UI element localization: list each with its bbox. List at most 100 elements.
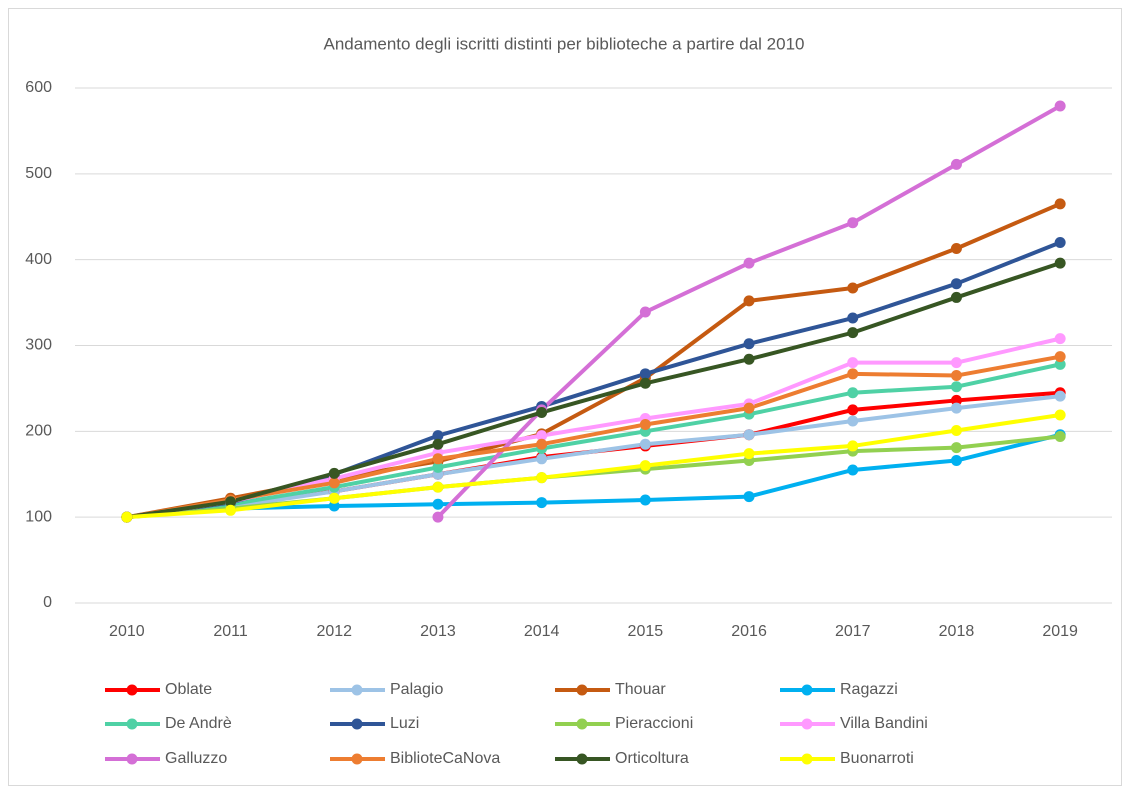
data-point — [639, 438, 651, 450]
series-line — [126, 261, 1061, 520]
legend-label: Oblate — [165, 681, 212, 698]
data-point — [950, 291, 962, 303]
legend-label: Pieraccioni — [615, 715, 693, 732]
data-point — [639, 368, 651, 380]
legend-label: Villa Bandini — [840, 715, 928, 732]
data-point — [950, 402, 962, 414]
legend-marker — [576, 753, 588, 765]
data-point — [743, 338, 755, 350]
data-point — [536, 406, 548, 418]
data-point — [536, 453, 548, 465]
y-tick-label: 600 — [25, 79, 52, 96]
legend-marker — [576, 684, 588, 696]
data-point — [225, 504, 237, 516]
x-tick-label: 2010 — [109, 623, 145, 640]
data-point — [847, 282, 859, 294]
x-tick-label: 2015 — [628, 623, 664, 640]
y-tick-label: 500 — [25, 165, 52, 182]
data-point — [743, 429, 755, 441]
data-point — [847, 387, 859, 399]
data-point — [639, 494, 651, 506]
data-point — [950, 381, 962, 393]
data-point — [1054, 409, 1066, 421]
x-tick-label: 2012 — [316, 623, 352, 640]
data-point — [1054, 390, 1066, 402]
y-tick-label: 100 — [25, 508, 52, 525]
x-tick-label: 2016 — [731, 623, 767, 640]
data-point — [847, 415, 859, 427]
data-point — [639, 460, 651, 472]
data-point — [743, 353, 755, 365]
data-point — [121, 511, 133, 523]
data-point — [536, 438, 548, 450]
legend-marker — [351, 718, 363, 730]
x-tick-label: 2018 — [939, 623, 975, 640]
data-point — [432, 511, 444, 523]
data-point — [432, 498, 444, 510]
data-point — [847, 440, 859, 452]
data-point — [536, 497, 548, 509]
data-point — [950, 158, 962, 170]
chart-title: Andamento degli iscritti distinti per bi… — [324, 34, 805, 53]
legend-label: Thouar — [615, 681, 666, 698]
data-point — [328, 492, 340, 504]
legend-label: Buonarroti — [840, 750, 914, 767]
data-point — [950, 394, 962, 406]
legend-marker — [801, 718, 813, 730]
legend-label: Luzi — [390, 715, 419, 732]
data-point — [950, 442, 962, 454]
legend-marker — [801, 753, 813, 765]
data-point — [743, 402, 755, 414]
series-line — [126, 362, 1061, 520]
x-tick-label: 2013 — [420, 623, 456, 640]
data-point — [847, 464, 859, 476]
series-line — [126, 394, 1061, 520]
legend-marker — [576, 718, 588, 730]
legend-label: Ragazzi — [840, 681, 898, 698]
data-point — [1054, 351, 1066, 363]
data-point — [432, 481, 444, 493]
legend-marker — [126, 753, 138, 765]
data-point — [328, 467, 340, 479]
data-point — [1054, 358, 1066, 370]
data-point — [225, 496, 237, 508]
legend-label: BiblioteCaNova — [390, 750, 500, 767]
legend-marker — [351, 753, 363, 765]
series-line — [126, 432, 1061, 520]
data-point — [743, 448, 755, 460]
data-point — [950, 455, 962, 467]
legend-marker — [351, 684, 363, 696]
chart-frame — [8, 8, 1122, 786]
data-point — [743, 257, 755, 269]
data-point — [950, 424, 962, 436]
x-tick-label: 2014 — [524, 623, 560, 640]
data-point — [950, 370, 962, 382]
data-point — [432, 438, 444, 450]
x-tick-label: 2019 — [1042, 623, 1078, 640]
legend-marker — [801, 684, 813, 696]
y-tick-label: 0 — [43, 594, 52, 611]
x-tick-label: 2017 — [835, 623, 871, 640]
y-tick-label: 400 — [25, 251, 52, 268]
y-tick-label: 300 — [25, 337, 52, 354]
data-point — [432, 430, 444, 442]
data-point — [950, 278, 962, 290]
data-point — [847, 327, 859, 339]
legend-marker — [126, 684, 138, 696]
data-point — [847, 217, 859, 229]
data-point — [1054, 257, 1066, 269]
series-line — [126, 354, 1061, 520]
data-point — [950, 243, 962, 255]
data-point — [1054, 237, 1066, 248]
data-point — [1054, 100, 1066, 112]
data-point — [847, 368, 859, 380]
data-point — [536, 430, 548, 442]
data-point — [432, 453, 444, 465]
data-point — [639, 418, 651, 430]
x-tick-label: 2011 — [213, 623, 248, 640]
data-point — [743, 295, 755, 307]
data-point — [847, 312, 859, 324]
data-point — [847, 404, 859, 416]
